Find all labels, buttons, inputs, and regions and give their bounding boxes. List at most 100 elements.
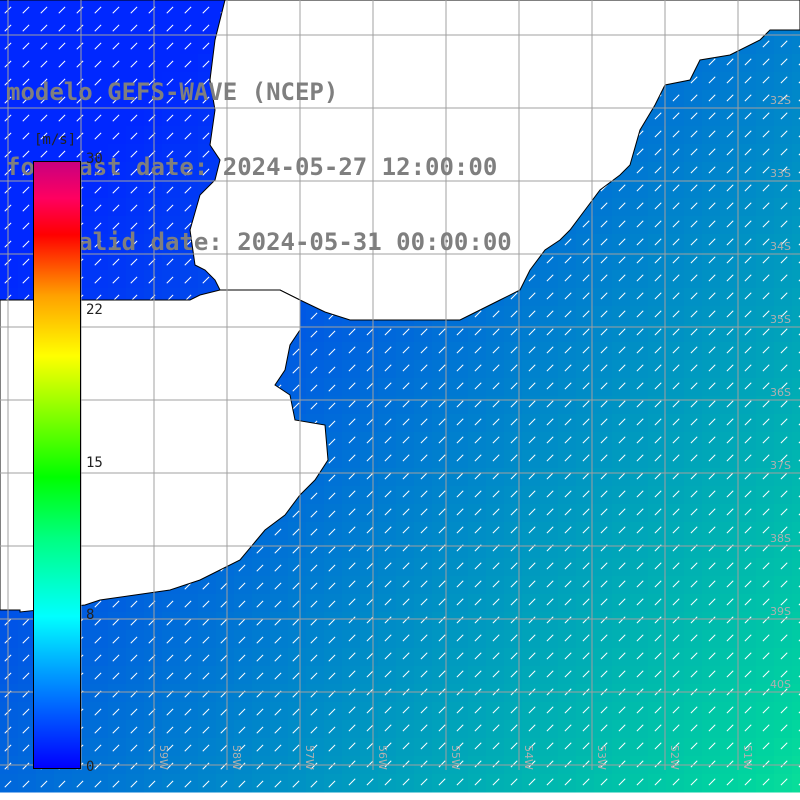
wind-arrow — [166, 654, 174, 662]
wind-arrow — [94, 60, 102, 68]
wind-arrow — [546, 274, 554, 282]
wind-arrow — [654, 166, 662, 174]
wind-arrow — [384, 652, 392, 660]
wind-arrow — [744, 382, 752, 390]
wind-arrow — [94, 600, 102, 608]
wind-arrow — [94, 672, 102, 680]
wind-arrow — [58, 6, 66, 14]
wind-arrow — [726, 634, 734, 642]
wind-arrow — [600, 220, 608, 228]
wind-arrow — [618, 760, 626, 768]
wind-arrow — [708, 148, 716, 156]
wind-arrow — [780, 526, 788, 534]
wind-arrow — [780, 166, 788, 174]
wind-speed-cell — [792, 378, 800, 397]
wind-arrow — [348, 472, 356, 480]
wind-arrow — [202, 60, 210, 68]
wind-arrow — [636, 418, 644, 426]
wind-arrow — [202, 24, 210, 32]
wind-arrow — [58, 96, 66, 104]
wind-arrow — [762, 292, 770, 300]
latitude-label: 35S — [770, 313, 791, 326]
wind-arrow — [744, 670, 752, 678]
wind-arrow — [726, 148, 734, 156]
wind-arrow — [546, 256, 554, 264]
wind-speed-cell — [792, 486, 800, 505]
wind-arrow — [726, 220, 734, 228]
wind-arrow — [726, 328, 734, 336]
longitude-label: 59W — [157, 745, 170, 770]
wind-arrow — [366, 670, 374, 678]
wind-arrow — [292, 744, 300, 752]
wind-arrow — [256, 744, 264, 752]
wind-arrow — [528, 598, 536, 606]
wind-arrow — [184, 114, 192, 122]
wind-arrow — [744, 418, 752, 426]
wind-arrow — [112, 600, 120, 608]
wind-arrow — [202, 276, 210, 284]
wind-arrow — [112, 6, 120, 14]
latitude-label: 38S — [770, 532, 791, 545]
wind-arrow — [618, 562, 626, 570]
wind-arrow — [274, 600, 282, 608]
wind-arrow — [202, 744, 210, 752]
wind-arrow — [672, 346, 680, 354]
wind-arrow — [166, 42, 174, 50]
wind-arrow — [438, 670, 446, 678]
wind-arrow — [636, 580, 644, 588]
wind-arrow — [112, 168, 120, 176]
wind-arrow — [402, 670, 410, 678]
wind-arrow — [618, 184, 626, 192]
wind-arrow — [690, 652, 698, 660]
wind-speed-cell — [792, 180, 800, 199]
wind-arrow — [582, 472, 590, 480]
wind-arrow — [456, 382, 464, 390]
wind-arrow — [328, 582, 336, 590]
wind-arrow — [366, 346, 374, 354]
wind-arrow — [762, 184, 770, 192]
wind-arrow — [328, 438, 336, 446]
wind-arrow — [474, 598, 482, 606]
wind-arrow — [420, 526, 428, 534]
wind-arrow — [672, 400, 680, 408]
wind-arrow — [366, 652, 374, 660]
wind-arrow — [328, 708, 336, 716]
wind-arrow — [672, 292, 680, 300]
wind-arrow — [238, 636, 246, 644]
wind-arrow — [546, 652, 554, 660]
wind-arrow — [474, 526, 482, 534]
wind-arrow — [744, 760, 752, 768]
wind-arrow — [510, 670, 518, 678]
wind-arrow — [202, 114, 210, 122]
wind-arrow — [328, 726, 336, 734]
wind-arrow — [672, 274, 680, 282]
wind-arrow — [780, 670, 788, 678]
wind-arrow — [600, 760, 608, 768]
wind-arrow — [654, 562, 662, 570]
wind-arrow — [726, 706, 734, 714]
wind-arrow — [690, 238, 698, 246]
wind-arrow — [582, 418, 590, 426]
wind-arrow — [492, 742, 500, 750]
wind-arrow — [402, 364, 410, 372]
wind-arrow — [202, 654, 210, 662]
wind-arrow — [528, 706, 536, 714]
wind-arrow — [348, 436, 356, 444]
wind-arrow — [708, 112, 716, 120]
wind-arrow — [780, 490, 788, 498]
wind-arrow — [402, 436, 410, 444]
wind-arrow — [366, 634, 374, 642]
wind-arrow — [384, 490, 392, 498]
wind-arrow — [528, 346, 536, 354]
wind-arrow — [492, 364, 500, 372]
wind-arrow — [672, 634, 680, 642]
wind-arrow — [474, 436, 482, 444]
wind-arrow — [310, 312, 318, 320]
wind-arrow — [112, 42, 120, 50]
wind-arrow — [780, 130, 788, 138]
wind-arrow — [654, 724, 662, 732]
wind-arrow — [726, 652, 734, 660]
wind-arrow — [672, 724, 680, 732]
wind-arrow — [402, 778, 410, 786]
